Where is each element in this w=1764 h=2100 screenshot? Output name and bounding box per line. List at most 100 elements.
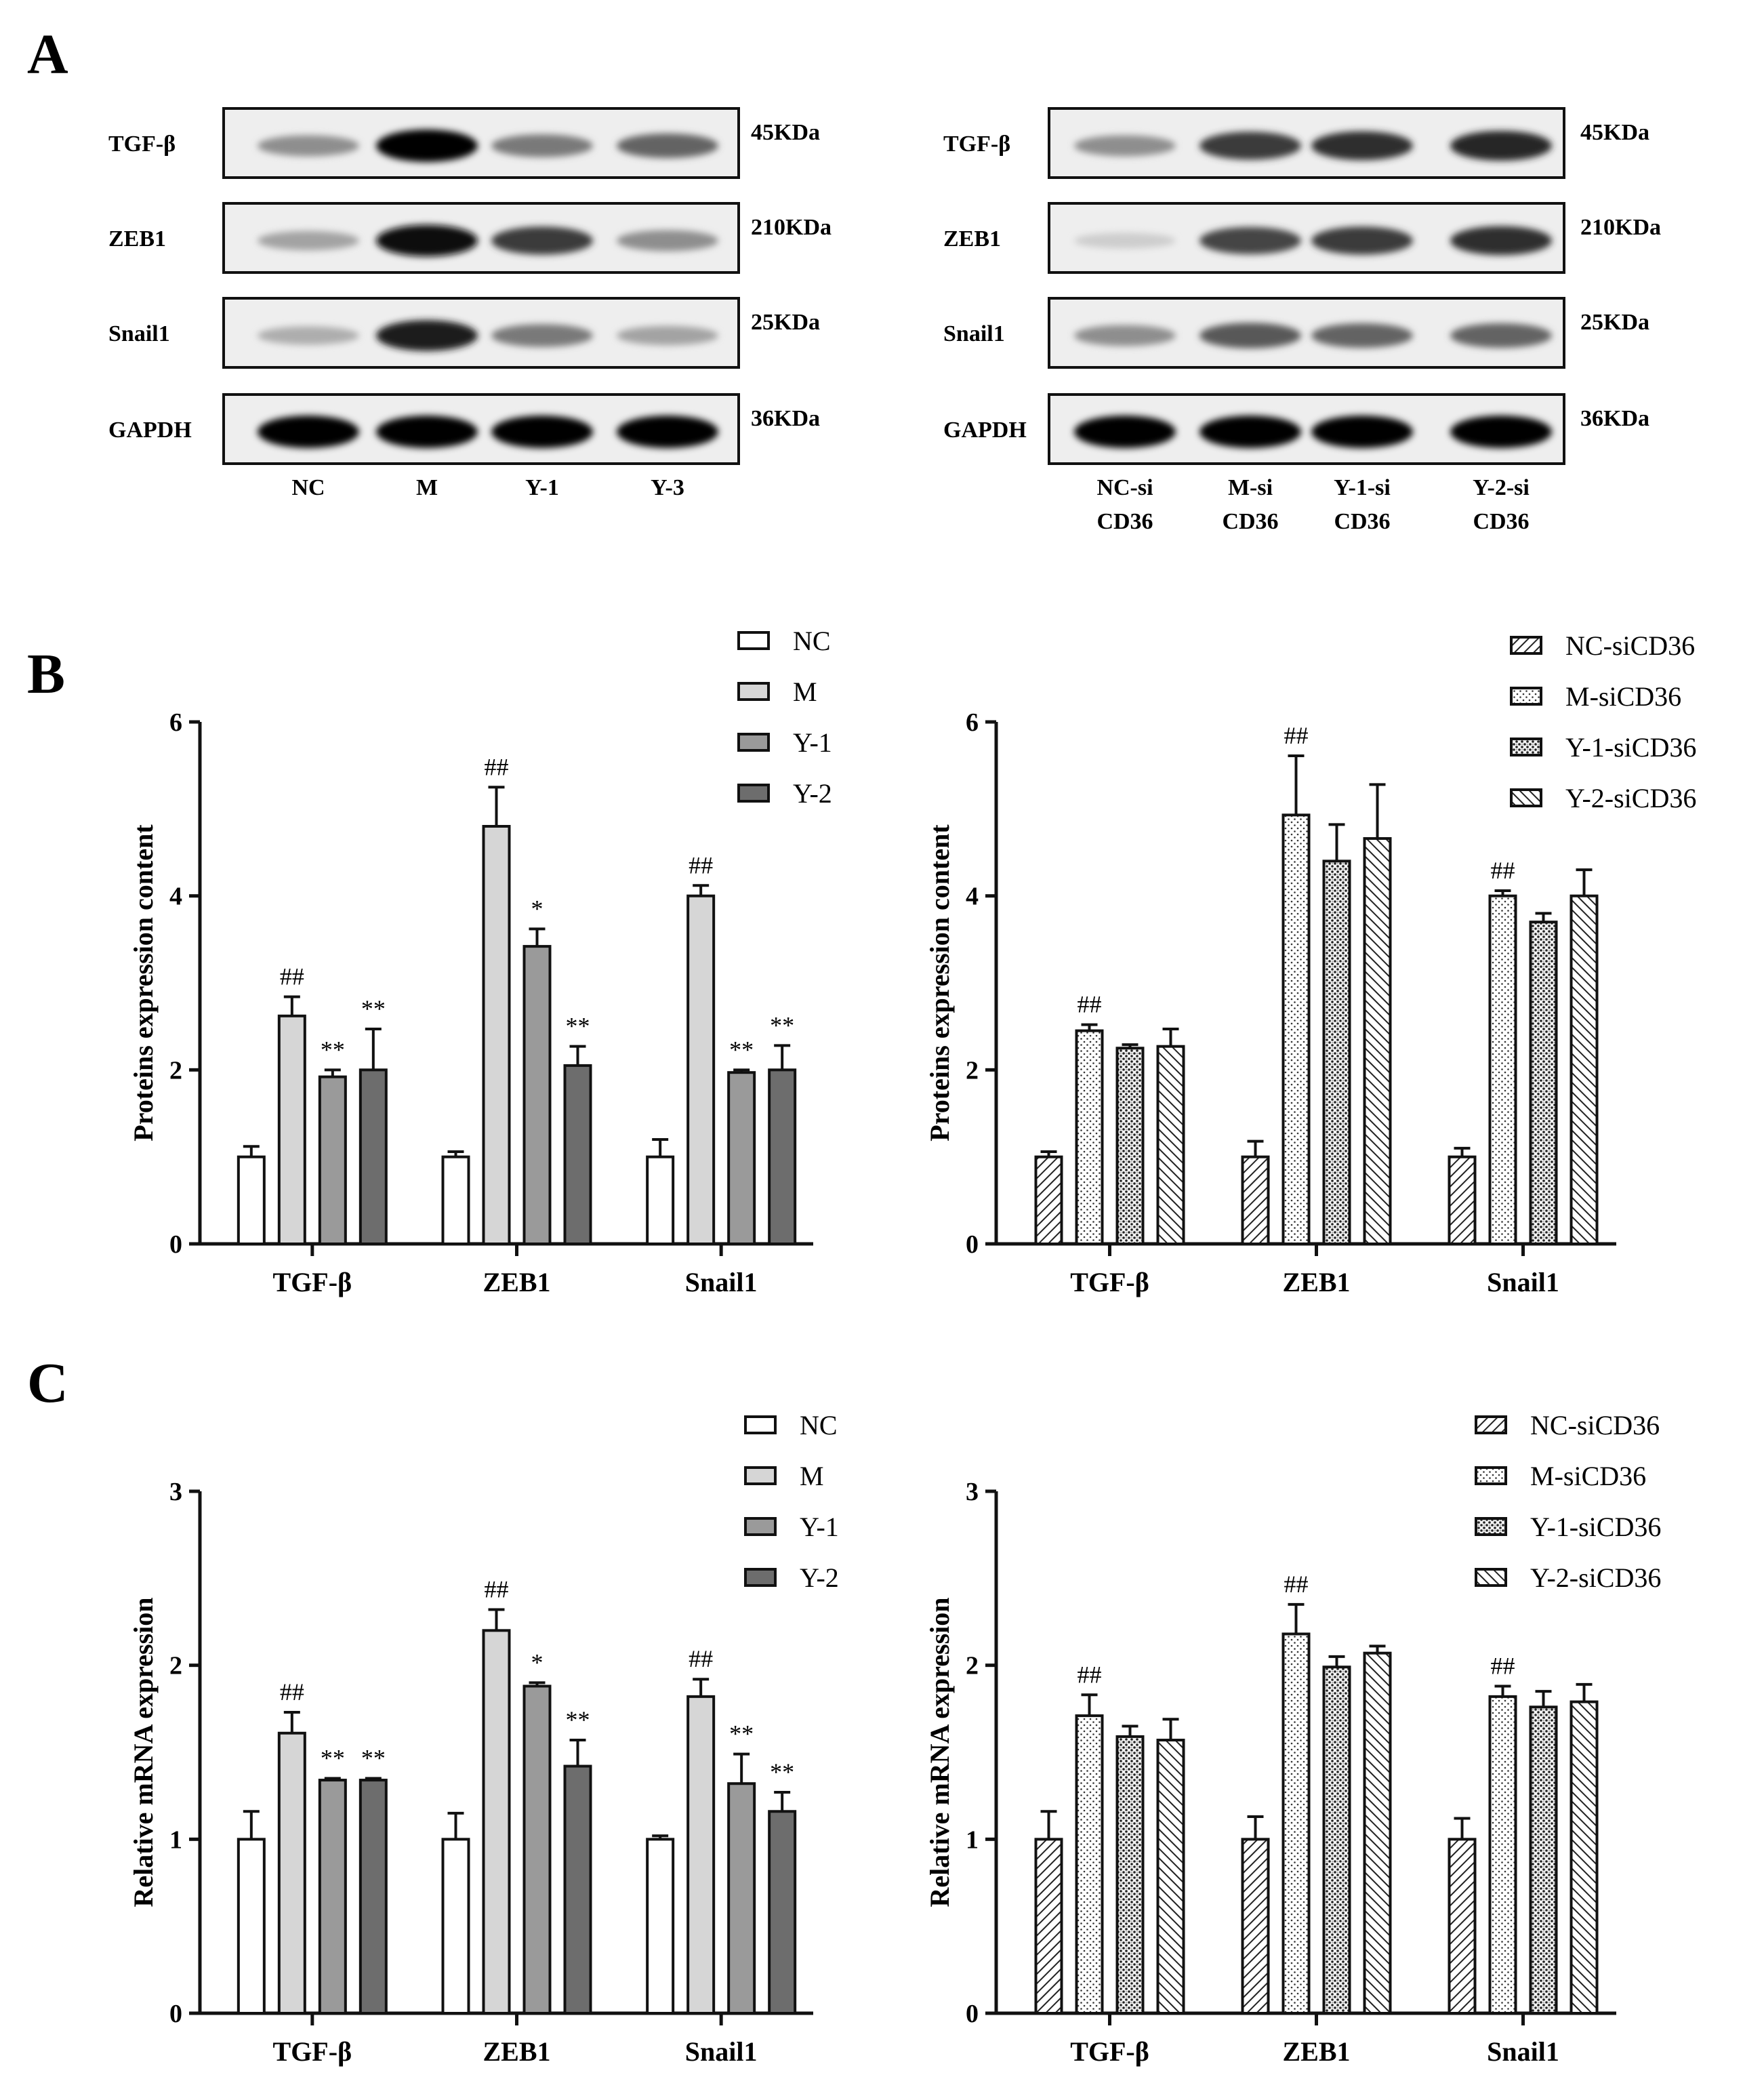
legend-swatch (1510, 738, 1542, 756)
blot-band (1450, 130, 1552, 161)
bar (1156, 1045, 1185, 1246)
significance-mark: * (531, 895, 543, 922)
legend-label: M (800, 1461, 824, 1491)
bar (727, 1071, 756, 1246)
bar (1322, 860, 1351, 1246)
blot-lane-label: M (416, 475, 438, 500)
blot-kda-label: 25KDa (751, 310, 820, 335)
blot-strip (222, 393, 740, 465)
y-tick-label: 6 (169, 708, 182, 737)
blot-strip (1048, 202, 1565, 274)
legend-swatch (737, 631, 770, 650)
x-tick-label: TGF-β (273, 2036, 352, 2067)
legend-label: NC-siCD36 (1530, 1410, 1660, 1440)
significance-mark: ## (1284, 1571, 1309, 1598)
bar (686, 1695, 716, 2015)
y-tick-label: 3 (966, 1478, 979, 1506)
blot-band (376, 129, 478, 162)
bar (1488, 894, 1517, 1245)
blot-kda-label: 45KDa (751, 120, 820, 145)
blot-strip (1048, 107, 1565, 179)
blot-band (258, 416, 359, 448)
blot-row-label: ZEB1 (108, 226, 166, 251)
blot-band (1199, 323, 1301, 348)
blot-strip (222, 107, 740, 179)
western-blot-panels: TGF-β 45KDa ZEB1 210KDa Snail1 25KDa GAPDH 36KD… (108, 107, 1661, 534)
blot-band (1199, 416, 1301, 448)
blot-band (491, 324, 593, 347)
y-tick-label: 0 (966, 1230, 979, 1259)
blot-lane-label: Y-3 (651, 475, 684, 500)
bar (277, 1731, 306, 2015)
legend-swatch (744, 1568, 777, 1587)
bar (768, 1068, 797, 1246)
blot-band (617, 133, 718, 159)
blot-lane-label: Y-2-si (1473, 475, 1530, 500)
x-tick-label: TGF-β (273, 1267, 352, 1297)
legend-swatch (1510, 636, 1542, 655)
significance-mark: ** (770, 1758, 794, 1785)
blot-band (617, 325, 718, 346)
significance-mark: ** (321, 1745, 345, 1772)
blot-band (1450, 323, 1552, 348)
blot-lane-label: CD36 (1096, 509, 1153, 534)
bar (1322, 1665, 1351, 2015)
bar (646, 1838, 675, 2015)
significance-mark: ## (280, 1678, 304, 1705)
blot-band (1311, 226, 1413, 255)
significance-mark: ## (485, 753, 509, 780)
significance-mark: ## (485, 1576, 509, 1603)
blot-band (258, 135, 359, 157)
legend-label: M-siCD36 (1565, 681, 1681, 712)
blot-lane-label: CD36 (1222, 509, 1278, 534)
x-tick-label: Snail1 (1487, 1267, 1559, 1297)
blot-band (1311, 323, 1413, 348)
legend-swatch (1475, 1517, 1507, 1536)
bar (1241, 1155, 1270, 1245)
blot-panel-1: TGF-β 45KDa ZEB1 210KDa Snail1 25KDa GAPDH 36KD… (108, 107, 832, 500)
significance-mark: ## (1491, 1652, 1515, 1679)
y-axis-title: Relative mRNA expression (924, 1598, 955, 1907)
blot-lane-label: NC-si (1096, 475, 1153, 500)
bar (1241, 1838, 1270, 2015)
significance-mark: ## (280, 963, 304, 990)
bar (1448, 1155, 1477, 1245)
blot-row-label: GAPDH (108, 418, 192, 443)
blot-band (617, 230, 718, 251)
bar (482, 825, 511, 1245)
legend-swatch (1475, 1415, 1507, 1434)
blot-lane-label: M-si (1228, 475, 1273, 500)
blot-band (491, 134, 593, 157)
bar (441, 1838, 470, 2015)
x-tick-label: ZEB1 (483, 1267, 550, 1297)
bar (1281, 813, 1311, 1245)
blot-band (1074, 416, 1176, 448)
y-tick-label: 0 (169, 1230, 182, 1259)
panel-label-b: B (27, 643, 65, 706)
blot-band (491, 416, 593, 448)
bar (522, 945, 552, 1245)
legend-label: Y-2 (793, 778, 832, 809)
significance-mark: ## (689, 1645, 713, 1672)
blot-kda-label: 25KDa (1580, 310, 1649, 335)
x-tick-label: Snail1 (685, 1267, 758, 1297)
bar (277, 1014, 306, 1246)
bar (1529, 921, 1558, 1245)
legend-label: Y-2-siCD36 (1565, 783, 1696, 813)
legend-swatch (737, 784, 770, 803)
legend-label: NC-siCD36 (1565, 630, 1695, 661)
blot-panel-2: TGF-β 45KDa ZEB1 210KDa Snail1 25KDa GAPDH 36KD… (943, 107, 1661, 534)
x-tick-label: ZEB1 (483, 2036, 550, 2067)
blot-row-label: TGF-β (108, 132, 176, 157)
bar (1281, 1632, 1311, 2015)
y-tick-label: 4 (966, 883, 979, 911)
significance-mark: ## (1078, 1661, 1102, 1688)
blot-lane-label: CD36 (1334, 509, 1390, 534)
bar-chart-3: 0 1 2 3 Relative mRNA expression TGF-β ## ** ** Z… (128, 1410, 839, 2067)
bar (1034, 1838, 1063, 2015)
x-tick-label: Snail1 (1487, 2036, 1559, 2067)
blot-strip (222, 297, 740, 369)
y-tick-label: 3 (169, 1478, 182, 1506)
blot-row-label: Snail1 (943, 321, 1005, 346)
